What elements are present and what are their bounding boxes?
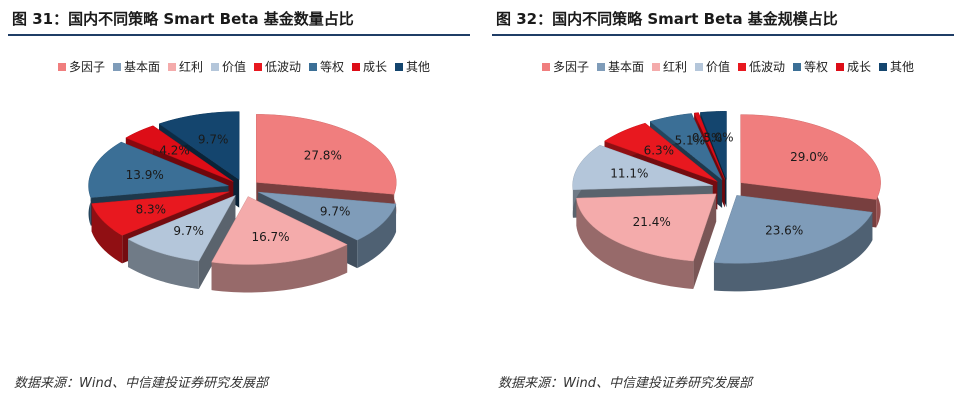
source-note: 数据来源：Wind、中信建投证券研究发展部	[498, 376, 752, 391]
legend-item: 其他	[395, 58, 430, 75]
legend-swatch	[57, 62, 66, 71]
chart-panel-31: 图 31：国内不同策略 Smart Beta 基金数量占比 多因子 基本面 红利 价值…	[8, 0, 478, 407]
data-label: 9.7%	[198, 132, 229, 146]
data-label: 29.0%	[790, 150, 828, 164]
data-label: 23.6%	[765, 224, 803, 238]
legend-label: 价值	[705, 60, 730, 74]
data-label: 5.1%	[675, 134, 706, 148]
data-label: 13.9%	[126, 168, 164, 182]
pie-slice	[127, 194, 236, 290]
legend-item: 红利	[651, 58, 687, 75]
legend-item: 红利	[167, 58, 203, 75]
data-label: 27.8%	[304, 148, 342, 162]
legend-swatch	[836, 62, 845, 71]
data-label: 3.0%	[703, 130, 734, 144]
pie-chart-count-share: 27.8% 9.7% 16.7% 9.7% 8.3% 13.9% 4.2% 9.7%	[88, 111, 397, 293]
data-label: 11.1%	[610, 167, 648, 181]
pie-slice	[713, 195, 873, 292]
pie-chart-size-share: 29.0% 23.6% 21.4% 11.1% 6.3%5.1%0.5%3.0%	[572, 110, 881, 292]
legend-swatch	[793, 62, 802, 71]
legend-swatch	[596, 62, 605, 71]
source-note: 数据来源：Wind、中信建投证券研究发展部	[14, 376, 268, 391]
data-label: 4.2%	[159, 143, 190, 157]
legend-swatch	[395, 62, 404, 71]
legend-item: 成长	[352, 58, 387, 75]
legend-item: 多因子	[57, 58, 105, 75]
legend-item: 等权	[309, 58, 344, 75]
legend-label: 红利	[178, 60, 203, 74]
pie-slice	[576, 193, 717, 289]
legend-item: 其他	[879, 58, 914, 75]
legend-label: 其他	[890, 60, 915, 74]
legend-label: 其他	[406, 60, 431, 74]
legend-item: 低波动	[254, 58, 301, 75]
legend-label: 价值	[221, 60, 246, 74]
legend-item: 价值	[210, 58, 246, 75]
chart-legend: 多因子 基本面 红利 价值 低波动 等权 成长 其他	[44, 58, 444, 75]
legend-label: 基本面	[607, 60, 644, 74]
legend-swatch	[738, 62, 746, 71]
data-label: 16.7%	[251, 230, 289, 244]
legend-label: 等权	[804, 60, 829, 74]
data-label: 6.3%	[644, 143, 675, 157]
data-label: 0.5%	[692, 131, 723, 145]
legend-item: 基本面	[596, 58, 644, 75]
data-label: 9.7%	[173, 224, 204, 238]
legend-swatch	[210, 62, 219, 71]
legend-swatch	[879, 62, 888, 71]
legend-swatch	[541, 62, 550, 71]
legend-label: 成长	[363, 60, 388, 74]
legend-swatch	[352, 62, 361, 71]
legend-label: 多因子	[552, 60, 589, 74]
title-rule	[8, 34, 470, 36]
legend-item: 多因子	[541, 58, 589, 75]
legend-label: 红利	[662, 60, 687, 74]
data-label: 8.3%	[136, 203, 167, 217]
legend-label: 低波动	[265, 60, 302, 74]
legend-label: 成长	[847, 60, 872, 74]
chart-legend: 多因子 基本面 红利 价值 低波动 等权 成长 其他	[528, 58, 928, 75]
data-label: 9.7%	[320, 205, 351, 219]
legend-label: 低波动	[749, 60, 786, 74]
legend-label: 基本面	[123, 60, 160, 74]
pie-slice	[211, 196, 348, 293]
data-label: 21.4%	[633, 215, 671, 229]
legend-item: 基本面	[112, 58, 160, 75]
chart-title: 图 31：国内不同策略 Smart Beta 基金数量占比	[12, 10, 354, 28]
legend-item: 等权	[793, 58, 828, 75]
chart-title: 图 32：国内不同策略 Smart Beta 基金规模占比	[496, 10, 838, 28]
chart-panel-32: 图 32：国内不同策略 Smart Beta 基金规模占比 多因子 基本面 红利 价值…	[492, 0, 962, 407]
legend-swatch	[309, 62, 318, 71]
title-rule	[492, 34, 954, 36]
legend-swatch	[651, 62, 660, 71]
legend-item: 成长	[836, 58, 871, 75]
legend-item: 低波动	[738, 58, 785, 75]
legend-swatch	[254, 62, 262, 71]
legend-swatch	[694, 62, 703, 71]
legend-label: 多因子	[68, 60, 105, 74]
legend-item: 价值	[694, 58, 730, 75]
legend-label: 等权	[320, 60, 345, 74]
legend-swatch	[167, 62, 176, 71]
legend-swatch	[112, 62, 121, 71]
